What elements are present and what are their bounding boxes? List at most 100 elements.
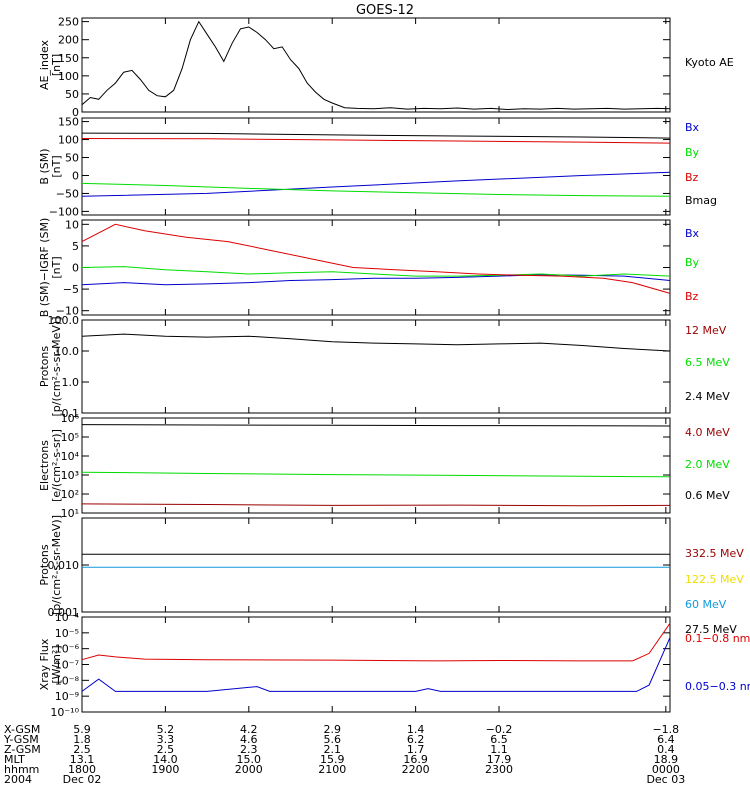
x-axis-value: 2.5: [157, 743, 175, 756]
y-tick-label: 100: [58, 134, 79, 147]
x-axis-value: 4.2: [240, 723, 258, 736]
legend-entry: 0.1−0.8 nm: [685, 632, 750, 645]
series-line-Kyoto-AE: [81, 20, 671, 111]
x-axis-value: 14.0: [153, 753, 178, 766]
legend-entry: 12 MeV: [685, 324, 727, 337]
legend-entry: Bx: [685, 121, 700, 134]
x-axis-value: 6.4: [657, 733, 675, 746]
y-tick-label: 1.0: [62, 376, 80, 389]
y-tick-label: 10.0: [55, 345, 80, 358]
series-line-Bz: [81, 223, 671, 294]
series-line-0-05-0-3-nm: [81, 637, 671, 692]
x-axis-value: 15.9: [320, 753, 345, 766]
y-tick-label: 10⁴: [61, 450, 80, 463]
legend-entry: 2.4 MeV: [685, 390, 730, 403]
legend-entry: 0.6 MeV: [685, 489, 730, 502]
x-axis-value: 1.1: [490, 743, 508, 756]
y-tick-label: 50: [65, 88, 79, 101]
y-tick-label: 0: [72, 262, 79, 275]
series-line-Bmag: [81, 132, 671, 139]
legend-entry: 4.0 MeV: [685, 426, 730, 439]
y-tick-label: 10⁻⁹: [55, 690, 79, 703]
y-tick-label: −5: [63, 283, 79, 296]
y-tick-label: 10⁻⁶: [55, 643, 80, 656]
panel-protons1: 0.1 1.0 10.0 100.0 Protons [p/(cm²-s-sr-MeV)]…: [38, 314, 730, 420]
x-row-label: MLT: [4, 753, 25, 766]
x-axis-value: −1.8: [652, 723, 679, 736]
panel-frame: [81, 17, 671, 113]
panel-frame: [81, 417, 671, 514]
x-axis-value: 5.9: [73, 723, 91, 736]
panel-frame: [81, 319, 671, 414]
y-tick-label: 10: [65, 218, 79, 231]
y-tick-label: −10: [56, 305, 79, 318]
figure-title: GOES-12: [356, 3, 414, 18]
y-tick-label: 0: [72, 106, 79, 119]
series-line-Bx: [81, 171, 671, 197]
panel-frame: [81, 616, 671, 713]
legend-entry: Bx: [685, 227, 700, 240]
x-axis-value: 6.5: [490, 733, 508, 746]
y-tick-label: 10⁻⁸: [55, 674, 80, 687]
x-axis-value: 2.1: [323, 743, 341, 756]
legend-entry: 122.5 MeV: [685, 573, 744, 586]
x-axis-value: 2.5: [73, 743, 91, 756]
panel-frame: [81, 117, 671, 216]
series-line-2-4-MeV: [81, 333, 671, 352]
y-axis-label: [p/(cm²-s-sr-MeV)]: [50, 515, 63, 615]
legend-entry: 60 MeV: [685, 598, 727, 611]
x-axis-value: 5.6: [323, 733, 341, 746]
y-axis-label: [nT]: [50, 155, 63, 177]
y-tick-label: 10²: [61, 488, 79, 501]
x-axis-value: Dec 02: [63, 773, 102, 786]
y-tick-label: 10⁶: [61, 412, 80, 425]
y-axis-label: AE_index: [38, 39, 51, 90]
panel-electrons: 10¹ 10² 10³ 10⁴ 10⁵ 10⁶ Electrons [e/(cm²-s-sr)…: [38, 412, 730, 520]
x-row-label: Z-GSM: [4, 743, 41, 756]
y-tick-label: 0: [72, 169, 79, 182]
y-tick-label: 150: [58, 52, 79, 65]
series-line-2-0-MeV: [81, 471, 671, 478]
y-tick-label: 0.1: [62, 407, 80, 420]
x-axis-table: X-GSMY-GSMZ-GSMMLThhmm20045.91.82.513.11…: [3, 723, 685, 786]
x-axis-value: 0.4: [657, 743, 675, 756]
legend-entry: 332.5 MeV: [685, 547, 744, 560]
legend-entry: 0.05−0.3 nm: [685, 680, 750, 693]
y-tick-label: −100: [49, 205, 79, 218]
x-axis-value: 2300: [485, 763, 513, 776]
x-axis-value: 6.2: [407, 733, 425, 746]
x-axis-value: 2.3: [240, 743, 258, 756]
y-tick-label: 100.0: [48, 314, 80, 327]
x-axis-value: 15.0: [237, 753, 262, 766]
legend-entry: 6.5 MeV: [685, 356, 730, 369]
y-tick-label: 10⁻⁷: [55, 659, 79, 672]
legend-entry: Bmag: [685, 194, 717, 207]
series-line-By: [81, 266, 671, 277]
x-axis-value: 17.9: [487, 753, 512, 766]
y-tick-label: 100: [58, 70, 79, 83]
y-tick-label: 5: [72, 240, 79, 253]
x-row-label: hhmm: [4, 763, 39, 776]
y-tick-label: 0.010: [48, 559, 80, 572]
y-axis-label: [W/m²]: [50, 645, 63, 683]
x-axis-value: 2200: [402, 763, 430, 776]
x-axis-value: 2100: [318, 763, 346, 776]
y-axis-label: Electrons: [38, 440, 51, 491]
panel-ae: 0 50 100 150 200 250 AE_index [nT] Kyoto AE: [38, 16, 734, 119]
y-tick-label: 0.001: [48, 606, 80, 619]
y-axis-label: B (SM)−IGRF (SM): [38, 218, 51, 318]
y-axis-label: [e/(cm²-s-sr)]: [50, 429, 63, 502]
y-tick-label: 10⁻¹⁰: [50, 706, 79, 719]
x-axis-value: 2.9: [323, 723, 341, 736]
panel-frame: [81, 219, 671, 316]
y-axis-label: Protons: [38, 544, 51, 585]
legend-entry: By: [685, 256, 700, 269]
y-tick-label: 10⁻⁵: [55, 627, 79, 640]
y-tick-label: 10¹: [61, 507, 79, 520]
x-axis-value: 4.6: [240, 733, 258, 746]
y-axis-label: [nT]: [50, 256, 63, 278]
y-tick-label: 150: [58, 116, 79, 129]
y-axis-label: Protons: [38, 346, 51, 387]
